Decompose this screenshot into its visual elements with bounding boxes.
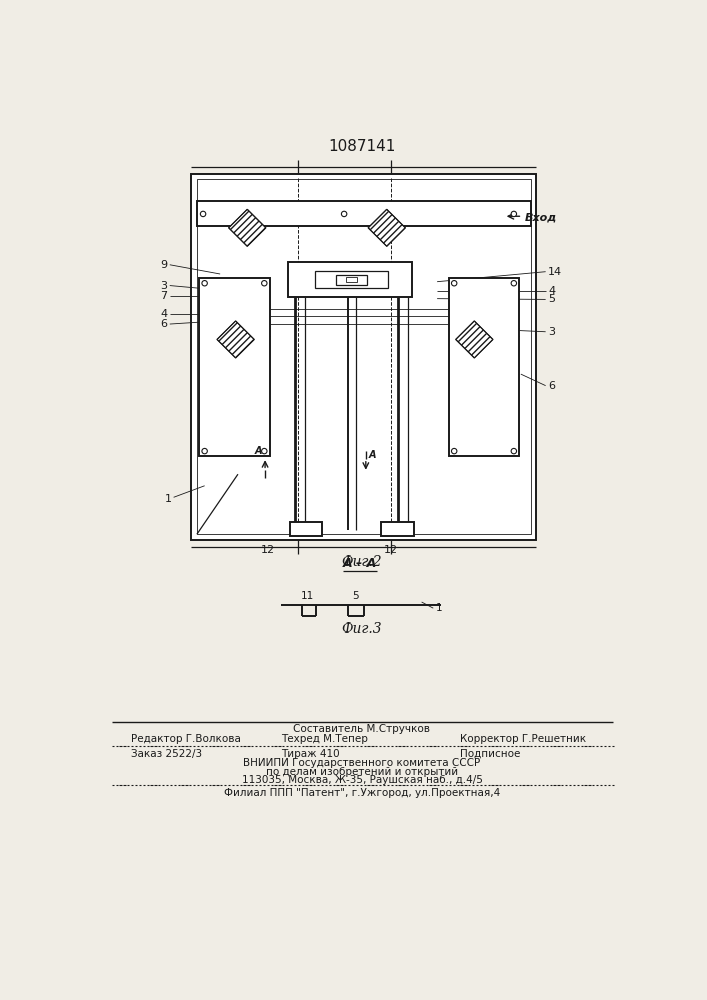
Circle shape (202, 281, 207, 286)
Bar (381, 522, 414, 536)
Polygon shape (228, 209, 266, 246)
Circle shape (511, 448, 517, 454)
Text: Корректор Г.Решетник: Корректор Г.Решетник (460, 734, 587, 744)
Text: 11: 11 (301, 591, 315, 601)
Text: А: А (368, 450, 376, 460)
Circle shape (511, 281, 517, 286)
Text: Тираж 410: Тираж 410 (281, 749, 339, 759)
Text: 12: 12 (261, 545, 275, 555)
Text: Фиг.2: Фиг.2 (341, 555, 382, 569)
Text: 14: 14 (548, 267, 562, 277)
Text: 9: 9 (160, 260, 168, 270)
Text: Фиг.3: Фиг.3 (341, 622, 382, 636)
Polygon shape (368, 209, 405, 246)
Text: 6: 6 (160, 319, 168, 329)
Circle shape (511, 211, 517, 217)
Text: по делам изобретений и открытий: по делам изобретений и открытий (266, 767, 458, 777)
Circle shape (200, 211, 206, 217)
Text: 1: 1 (436, 603, 442, 613)
Text: 3: 3 (160, 281, 168, 291)
Bar (290, 522, 322, 536)
Bar (337, 275, 368, 285)
Circle shape (452, 448, 457, 454)
Text: Техред М.Тепер: Техред М.Тепер (281, 734, 368, 744)
Polygon shape (456, 321, 493, 358)
Text: А – А: А – А (342, 557, 377, 570)
Bar (199, 278, 270, 456)
Text: Подписное: Подписное (460, 749, 521, 759)
Text: ВНИИПИ Государственного комитета СССР: ВНИИПИ Государственного комитета СССР (243, 758, 481, 768)
Text: 1: 1 (165, 494, 172, 504)
Bar (315, 271, 388, 288)
Text: Заказ 2522/3: Заказ 2522/3 (131, 749, 202, 759)
Text: А: А (255, 446, 262, 456)
Bar (288, 262, 412, 297)
Circle shape (452, 281, 457, 286)
Text: 7: 7 (160, 291, 168, 301)
Bar (346, 277, 357, 282)
Bar (449, 278, 519, 456)
Text: Филиал ППП "Патент", г.Ужгород, ул.Проектная,4: Филиал ППП "Патент", г.Ужгород, ул.Проек… (224, 788, 500, 798)
Text: 3: 3 (548, 327, 555, 337)
Text: 5: 5 (548, 294, 555, 304)
Text: Вход: Вход (525, 212, 557, 222)
Text: 113035, Москва, Ж-35, Раушская наб., д.4/5: 113035, Москва, Ж-35, Раушская наб., д.4… (242, 775, 482, 785)
Text: 4: 4 (548, 286, 555, 296)
Circle shape (262, 281, 267, 286)
Bar (192, 174, 537, 540)
Bar (197, 179, 531, 534)
Text: Составитель М.Стручков: Составитель М.Стручков (293, 724, 431, 734)
Polygon shape (217, 321, 255, 358)
Text: 12: 12 (384, 545, 398, 555)
Text: 6: 6 (548, 381, 555, 391)
Circle shape (262, 448, 267, 454)
Circle shape (202, 448, 207, 454)
Text: 5: 5 (352, 591, 359, 601)
Bar (197, 201, 531, 226)
Circle shape (341, 211, 347, 217)
Text: Редактор Г.Волкова: Редактор Г.Волкова (131, 734, 241, 744)
Text: 4: 4 (160, 309, 168, 319)
Text: 1087141: 1087141 (328, 139, 396, 154)
